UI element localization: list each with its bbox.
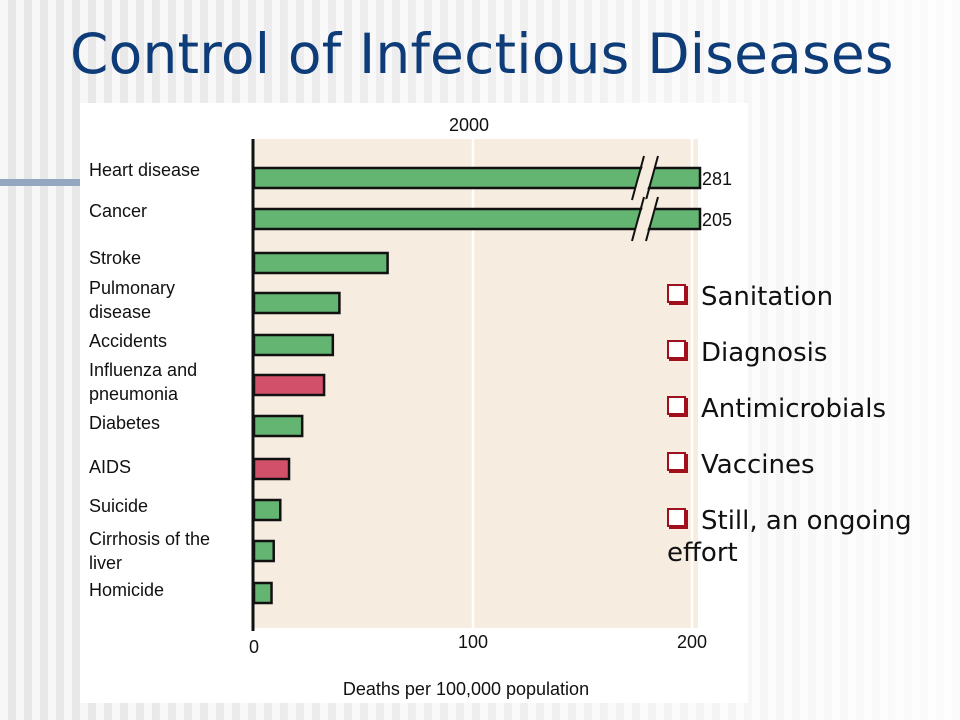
bar bbox=[252, 333, 335, 357]
checkbox-square-icon bbox=[667, 340, 686, 359]
axis-break-mark bbox=[631, 196, 645, 242]
category-label: Heart disease bbox=[89, 160, 200, 180]
axis-break-mark bbox=[645, 155, 659, 201]
bullet-text: Sanitation bbox=[701, 282, 834, 312]
category-label: Pulmonary disease bbox=[89, 278, 175, 322]
data-label: 281 bbox=[702, 169, 732, 189]
bar bbox=[252, 251, 389, 275]
x-axis-label: Deaths per 100,000 population bbox=[343, 679, 589, 699]
data-label: 205 bbox=[702, 210, 732, 230]
title-accent-line bbox=[0, 179, 80, 186]
category-label: Cirrhosis of the liver bbox=[89, 529, 210, 573]
bar bbox=[252, 539, 275, 563]
category-label: Accidents bbox=[89, 331, 167, 351]
bar bbox=[252, 207, 702, 231]
axis-break-gap bbox=[632, 158, 658, 198]
bullet-item: Still, an ongoing effort bbox=[667, 505, 957, 569]
checkbox-square-icon bbox=[667, 284, 686, 303]
bullet-item: Sanitation bbox=[667, 281, 957, 313]
bullet-list: Sanitation Diagnosis Antimicrobials Vaccine… bbox=[667, 281, 957, 593]
category-label: Cancer bbox=[89, 201, 147, 221]
bullet-item: Vaccines bbox=[667, 449, 957, 481]
bar bbox=[252, 373, 326, 397]
axis-break-mark bbox=[631, 155, 645, 201]
x-tick-label: 0 bbox=[249, 637, 259, 657]
bullet-item: Diagnosis bbox=[667, 337, 957, 369]
category-label: AIDS bbox=[89, 457, 131, 477]
axis-break-gap bbox=[632, 199, 658, 239]
bullet-item: Antimicrobials bbox=[667, 393, 957, 425]
checkbox-square-icon bbox=[667, 452, 686, 471]
category-label: Stroke bbox=[89, 248, 141, 268]
checkbox-square-icon bbox=[667, 396, 686, 415]
x-tick-label: 100 bbox=[458, 632, 488, 652]
category-label: Diabetes bbox=[89, 413, 160, 433]
bar bbox=[252, 291, 341, 315]
slide-title: Control of Infectious Diseases bbox=[70, 22, 894, 86]
bullet-text: Vaccines bbox=[701, 450, 815, 480]
x-tick-label: 200 bbox=[677, 632, 707, 652]
category-label: Suicide bbox=[89, 496, 148, 516]
bar-chart: 281 205 Heart disease Cancer Stroke Pulmonary… bbox=[89, 115, 732, 699]
category-label: Homicide bbox=[89, 580, 164, 600]
bar bbox=[252, 581, 273, 605]
bar bbox=[252, 166, 702, 190]
bar bbox=[252, 498, 282, 522]
checkbox-square-icon bbox=[667, 508, 686, 527]
bar bbox=[252, 414, 304, 438]
bullet-text: Antimicrobials bbox=[701, 394, 886, 424]
bar bbox=[252, 457, 291, 481]
category-label: Influenza and pneumonia bbox=[89, 360, 197, 404]
axis-break-mark bbox=[645, 196, 659, 242]
chart-title: 2000 bbox=[449, 115, 489, 135]
bullet-text: Diagnosis bbox=[701, 338, 828, 368]
bullet-text: Still, an ongoing effort bbox=[667, 506, 912, 568]
